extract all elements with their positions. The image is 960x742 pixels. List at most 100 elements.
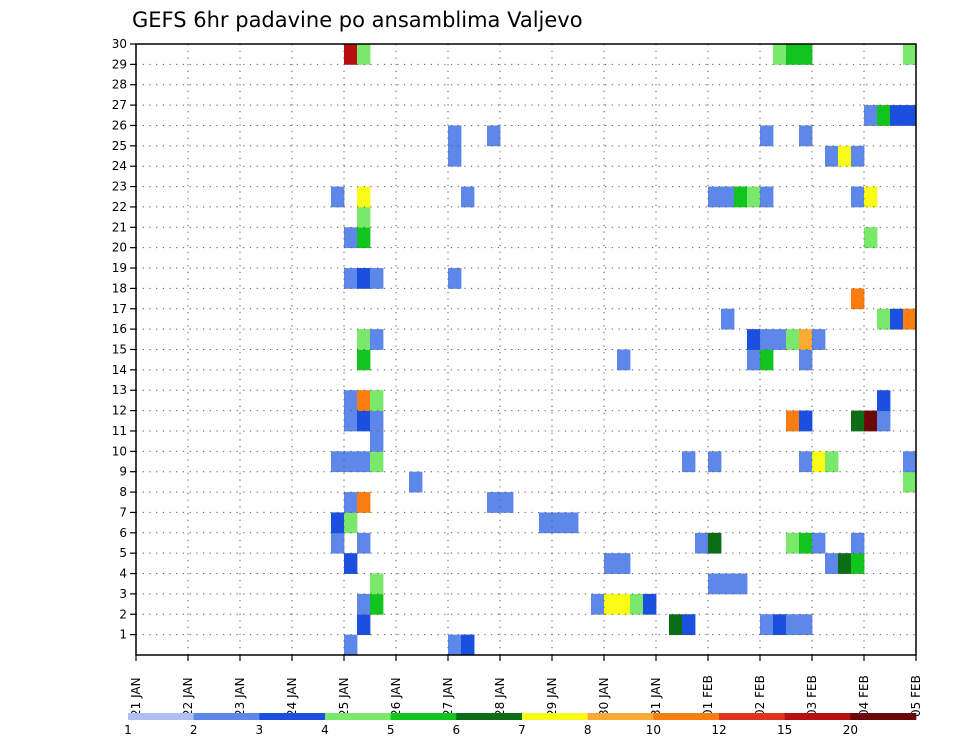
precip-cell [838, 145, 852, 167]
precip-cell [851, 145, 865, 167]
x-tick-label: 05 FEB [909, 675, 923, 717]
precip-cell [331, 451, 345, 473]
precip-cell [799, 614, 813, 636]
y-tick-label: 4 [119, 567, 127, 581]
precip-cell [799, 125, 813, 147]
precip-cell [344, 44, 358, 65]
precip-cell [903, 105, 917, 126]
colorbar-label: 7 [518, 723, 526, 737]
precip-cell [461, 186, 475, 208]
precip-cell [760, 125, 774, 147]
precip-cell [773, 44, 787, 65]
x-tick-label: 04 FEB [857, 675, 871, 717]
precip-cell [903, 44, 917, 65]
colorbar-label: 2 [190, 723, 198, 737]
precip-cell [357, 227, 371, 249]
y-tick-label: 14 [112, 363, 127, 377]
precip-cell [695, 532, 709, 554]
precip-cell [825, 145, 839, 167]
x-tick-label: 21 JAN [129, 677, 143, 717]
x-tick-label: 23 JAN [233, 677, 247, 717]
precip-cell [799, 44, 813, 65]
precip-cell [747, 329, 761, 350]
precip-cell [604, 553, 618, 574]
precip-cell [448, 125, 462, 147]
x-tick-label: 02 FEB [753, 675, 767, 717]
y-axis: 1234567891011121314151617181920212223242… [112, 37, 136, 642]
colorbar-swatch [456, 713, 523, 720]
y-tick-label: 29 [112, 57, 127, 71]
precip-cell [591, 593, 605, 615]
precip-cell [344, 512, 358, 534]
grid-lines [136, 44, 916, 655]
precip-cell [825, 553, 839, 574]
precip-cell [903, 471, 917, 493]
precip-cell [344, 492, 358, 513]
precip-cell [344, 410, 358, 432]
precip-cell [864, 105, 878, 126]
colorbar-label: 12 [711, 723, 726, 737]
precip-cell [370, 593, 384, 615]
y-tick-label: 28 [112, 78, 127, 92]
precip-cell [708, 451, 722, 473]
y-tick-label: 1 [119, 628, 127, 642]
precip-cell [357, 44, 371, 65]
y-tick-label: 6 [119, 526, 127, 540]
precip-cell [799, 410, 813, 432]
y-tick-label: 11 [112, 424, 127, 438]
y-tick-label: 18 [112, 281, 127, 295]
colorbar-swatch [390, 713, 457, 720]
precip-cell [331, 532, 345, 554]
precip-cell [344, 268, 358, 289]
precip-cell [448, 268, 462, 289]
colorbar-swatch [850, 713, 917, 720]
precip-cell [643, 593, 657, 615]
precip-cell [799, 532, 813, 554]
y-tick-label: 12 [112, 404, 127, 418]
precip-cell [747, 186, 761, 208]
precip-cell [565, 512, 579, 534]
precip-cell [786, 329, 800, 350]
precip-cell [682, 451, 696, 473]
precip-cell [773, 614, 787, 636]
precip-cell [461, 634, 475, 656]
x-axis: 21 JAN 22 JAN 23 JAN 24 JAN 25 JAN 26 JAN 27 J… [129, 655, 923, 717]
precip-cell [760, 349, 774, 371]
y-tick-label: 5 [119, 546, 127, 560]
y-tick-label: 24 [112, 159, 127, 173]
precip-cell [799, 451, 813, 473]
precip-cell [344, 553, 358, 574]
precip-cell [825, 451, 839, 473]
precip-cell [877, 105, 891, 126]
precip-cell [851, 288, 865, 310]
y-tick-label: 20 [112, 241, 127, 255]
precip-cell [760, 186, 774, 208]
precip-cell [539, 512, 553, 534]
precip-cell [708, 532, 722, 554]
precip-cell [487, 492, 501, 513]
precip-cell [370, 390, 384, 411]
precip-cell [721, 573, 735, 595]
precip-cell [903, 308, 917, 330]
precip-cell [344, 227, 358, 249]
precip-cell [682, 614, 696, 636]
precip-cell [669, 614, 683, 636]
precip-cell [357, 349, 371, 371]
y-tick-label: 26 [112, 118, 127, 132]
precip-cell [448, 634, 462, 656]
precip-cell [773, 329, 787, 350]
precip-cell [890, 105, 904, 126]
y-tick-label: 7 [119, 505, 127, 519]
colorbar-swatch [325, 713, 391, 720]
precip-cell [552, 512, 566, 534]
precip-cell [851, 186, 865, 208]
precip-cell [604, 593, 618, 615]
x-tick-label: 03 FEB [805, 675, 819, 717]
precip-cell [344, 390, 358, 411]
x-tick-label: 01 FEB [701, 675, 715, 717]
y-tick-label: 30 [112, 37, 127, 51]
precip-cell [890, 308, 904, 330]
colorbar-swatch [719, 713, 785, 720]
colorbar-swatch [653, 713, 720, 720]
precip-cell [331, 512, 345, 534]
